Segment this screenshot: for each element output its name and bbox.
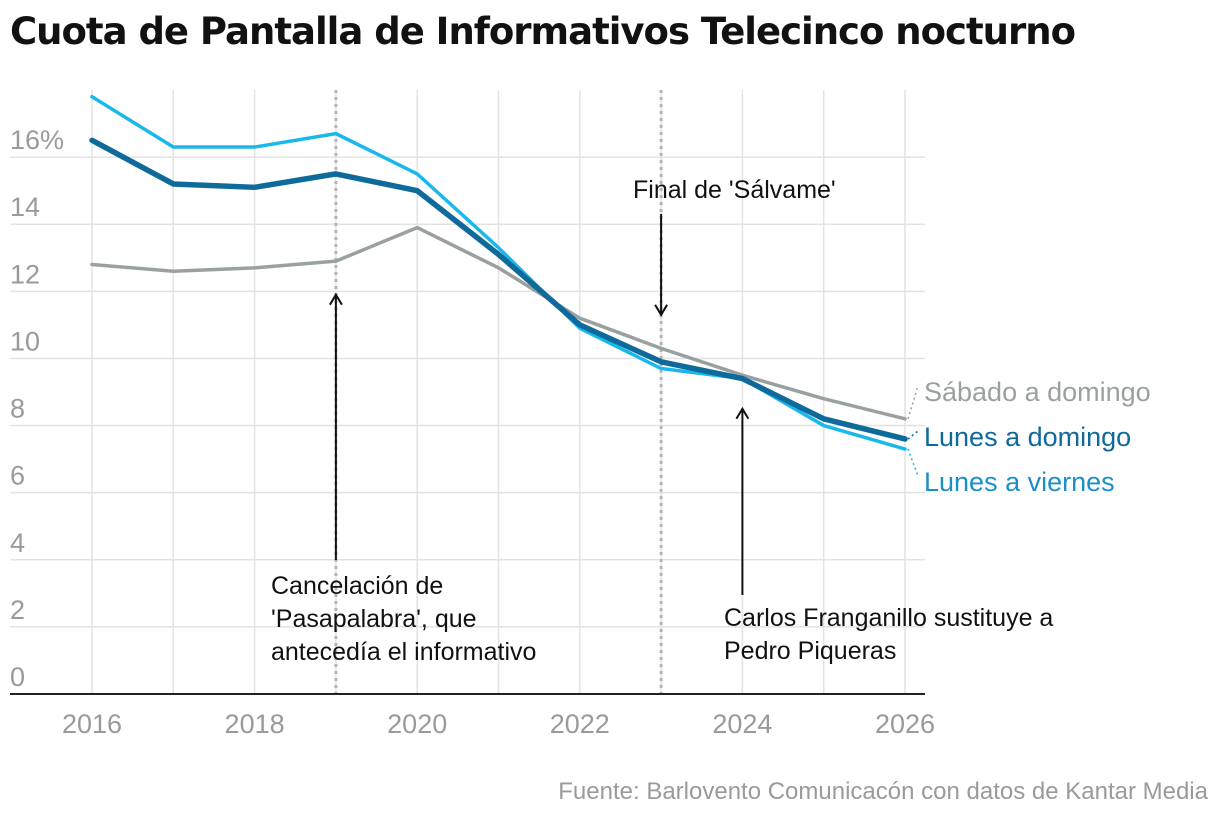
x-tick-label: 2018 [225,709,285,739]
series-label: Lunes a viernes [924,467,1115,497]
y-tick-label: 10 [10,326,40,356]
annotation-line: Final de 'Sálvame' [633,176,836,204]
series-line [90,225,907,421]
annotation-text: Cancelación de 'Pasapalabra', que antecedí… [271,572,536,666]
y-tick-label: 6 [10,461,25,491]
x-tick-label: 2016 [62,709,122,739]
x-tick-label: 2022 [550,709,610,739]
series-label-leader [907,385,919,420]
y-ticks: 0 2 4 6 8 10 12 14 16% [10,125,64,692]
y-tick-label: 14 [10,192,40,222]
y-tick-label: 16% [10,125,64,155]
series-label: Lunes a domingo [924,422,1131,452]
y-tick-label: 12 [10,259,40,289]
x-ticks: 2016 2018 2020 2022 2024 2026 [62,709,935,739]
chart-title: Cuota de Pantalla de Informativos Teleci… [10,10,1076,53]
y-tick-label: 8 [10,394,25,424]
annotation-line: Cancelación de [271,572,443,600]
annotation-arrowhead [735,406,750,420]
source-note: Fuente: Barlovento Comunicacón con datos… [558,778,1208,805]
x-tick-label: 2026 [875,709,935,739]
y-tick-label: 4 [10,528,25,558]
annotation-line: antecedía el informativo [271,638,536,666]
x-tick-label: 2024 [712,709,772,739]
y-tick-label: 2 [10,595,25,625]
series-labels: Sábado a domingo Lunes a domingo Lunes a v… [907,377,1151,497]
x-tick-label: 2020 [387,709,447,739]
annotation-line: Carlos Franganillo sustituye a [724,604,1053,632]
annotation-text: Carlos Franganillo sustituye a Pedro Piqu… [724,604,1053,665]
annotation-line: Pedro Piqueras [724,637,896,665]
annotation-line: 'Pasapalabra', que [271,605,477,633]
annotations: Cancelación de 'Pasapalabra', que antecedí… [271,176,1053,666]
annotation-text: Final de 'Sálvame' [633,176,836,204]
grid-lines [10,90,925,694]
series-label: Sábado a domingo [924,377,1151,407]
annotation-arrowhead [654,304,668,317]
annotation-arrowhead [329,292,343,306]
y-tick-label: 0 [10,662,25,692]
series-label-leader [907,430,919,440]
series-lines [89,94,908,451]
series-label-leader [907,448,919,477]
series-line [89,137,908,442]
